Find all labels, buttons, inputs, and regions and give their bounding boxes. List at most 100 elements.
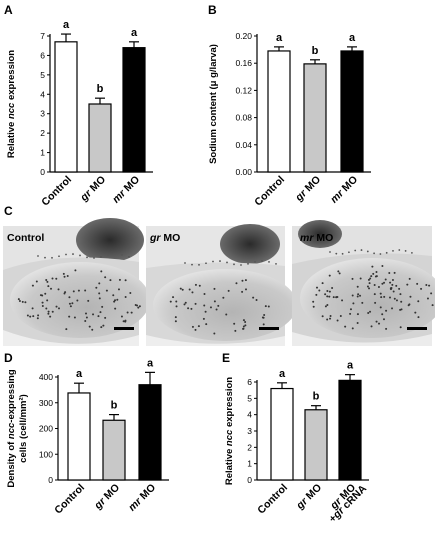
ionocyte-dot [209, 306, 212, 309]
ionocyte-dot [430, 292, 433, 295]
micrograph-label-control: Control [7, 232, 44, 244]
ionocyte-dot [344, 325, 347, 328]
ionocyte-dot [351, 277, 354, 280]
ionocyte-dot [213, 332, 216, 335]
ionocyte-dot [356, 321, 359, 324]
ionocyte-dot [341, 299, 344, 302]
ionocyte-dot [383, 295, 386, 298]
ionocyte-dot [73, 316, 76, 319]
y-tick-label: 0.16 [235, 58, 252, 68]
ionocyte-dot [44, 292, 47, 295]
y-tick-label: 0 [48, 475, 53, 485]
y-tick-label: 300 [39, 398, 53, 408]
ionocyte-dot [49, 315, 52, 318]
ionocyte-dot [244, 324, 247, 327]
y-tick-label: 1 [40, 148, 45, 158]
ionocyte-dot [332, 296, 335, 299]
ionocyte-dot [204, 310, 207, 313]
ionocyte-dot [46, 299, 49, 302]
ionocyte-dot [213, 287, 216, 290]
ionocyte-dot [252, 296, 255, 299]
ionocyte-dot [399, 293, 402, 296]
ionocyte-dot [316, 286, 319, 289]
bar-gr-mo [303, 63, 327, 173]
ionocyte-dot [331, 287, 334, 290]
significance-letter-gr-mo: b [313, 391, 320, 403]
ionocyte-dot [263, 314, 266, 317]
lateral-dot [261, 260, 263, 262]
ionocyte-dot [324, 293, 327, 296]
ionocyte-dot [407, 304, 410, 307]
panel-letter-b: B [208, 3, 217, 17]
ionocyte-dot [375, 320, 378, 323]
ionocyte-dot [64, 291, 67, 294]
significance-letter-gr-mo: b [312, 45, 319, 57]
ionocyte-dot [388, 271, 391, 274]
ionocyte-dot [393, 271, 396, 274]
lateral-dot [100, 255, 102, 258]
lateral-dot [247, 262, 249, 265]
x-tick-label-control: Control [52, 482, 87, 517]
ionocyte-dot [391, 278, 394, 281]
ionocyte-dot [391, 307, 394, 310]
significance-letter-mr-mo: a [147, 357, 154, 369]
ionocyte-dot [122, 320, 125, 323]
ionocyte-dot [37, 314, 40, 317]
ionocyte-dot [213, 300, 216, 303]
ionocyte-dot [39, 294, 42, 297]
lateral-dot [354, 249, 357, 252]
ionocyte-dot [181, 288, 184, 291]
ionocyte-dots-mr-mo [312, 249, 434, 330]
y-axis-label-line-2: cells (cell/mm²) [18, 394, 29, 463]
ionocyte-dot [183, 303, 186, 306]
y-tick-label: 4 [247, 410, 252, 420]
ionocyte-dot [328, 290, 331, 293]
lateral-dot [114, 253, 116, 255]
lateral-dot [335, 252, 338, 255]
ionocyte-dot [385, 327, 388, 330]
y-tick-label: 4 [40, 89, 45, 99]
ionocyte-dot [425, 283, 428, 286]
lateral-dot [254, 261, 256, 263]
ionocyte-dot [35, 280, 38, 283]
ionocyte-dot [235, 282, 238, 285]
x-tick-label-control: Control [255, 482, 290, 517]
bar-gr-mo [102, 419, 126, 481]
lateral-dot [373, 252, 375, 255]
ionocyte-dot [104, 316, 107, 319]
ionocyte-dot [367, 312, 370, 315]
significance-letter-control: a [279, 368, 286, 380]
ionocyte-dot [217, 304, 220, 307]
ionocyte-dot [370, 275, 373, 278]
ionocyte-dot [45, 279, 48, 282]
ionocyte-dot [315, 293, 318, 296]
ionocyte-dot [372, 272, 375, 275]
bar-control [54, 41, 78, 173]
ionocyte-dot [408, 277, 411, 280]
ionocyte-dot [366, 285, 369, 288]
ionocyte-dot [112, 294, 115, 297]
ionocyte-dot [36, 317, 39, 320]
lateral-dot [93, 257, 95, 259]
ionocyte-dot [416, 282, 419, 285]
bar-gr-mo [304, 409, 328, 481]
ionocyte-dot [85, 316, 88, 319]
ionocyte-dot [105, 289, 108, 292]
lateral-dot [128, 255, 130, 258]
ionocyte-dot [41, 304, 44, 307]
ionocyte-dot [138, 305, 141, 308]
ionocyte-dot [130, 311, 133, 314]
chart-panel-d: 0 100 200 300 400 Density of ncc-expressing ce… [6, 357, 169, 517]
ionocyte-dot [55, 277, 58, 280]
ionocyte-dot [46, 280, 49, 283]
ionocyte-dot [368, 287, 371, 290]
ionocyte-dot [321, 315, 324, 318]
ionocyte-dot [225, 313, 228, 316]
ionocyte-dot [17, 298, 20, 301]
ionocyte-dot [174, 320, 177, 323]
ionocyte-dot [233, 322, 236, 325]
ionocyte-dot [400, 300, 403, 303]
ionocyte-dot [337, 270, 340, 273]
ionocyte-dot [318, 289, 321, 292]
y-tick-label: 2 [40, 128, 45, 138]
